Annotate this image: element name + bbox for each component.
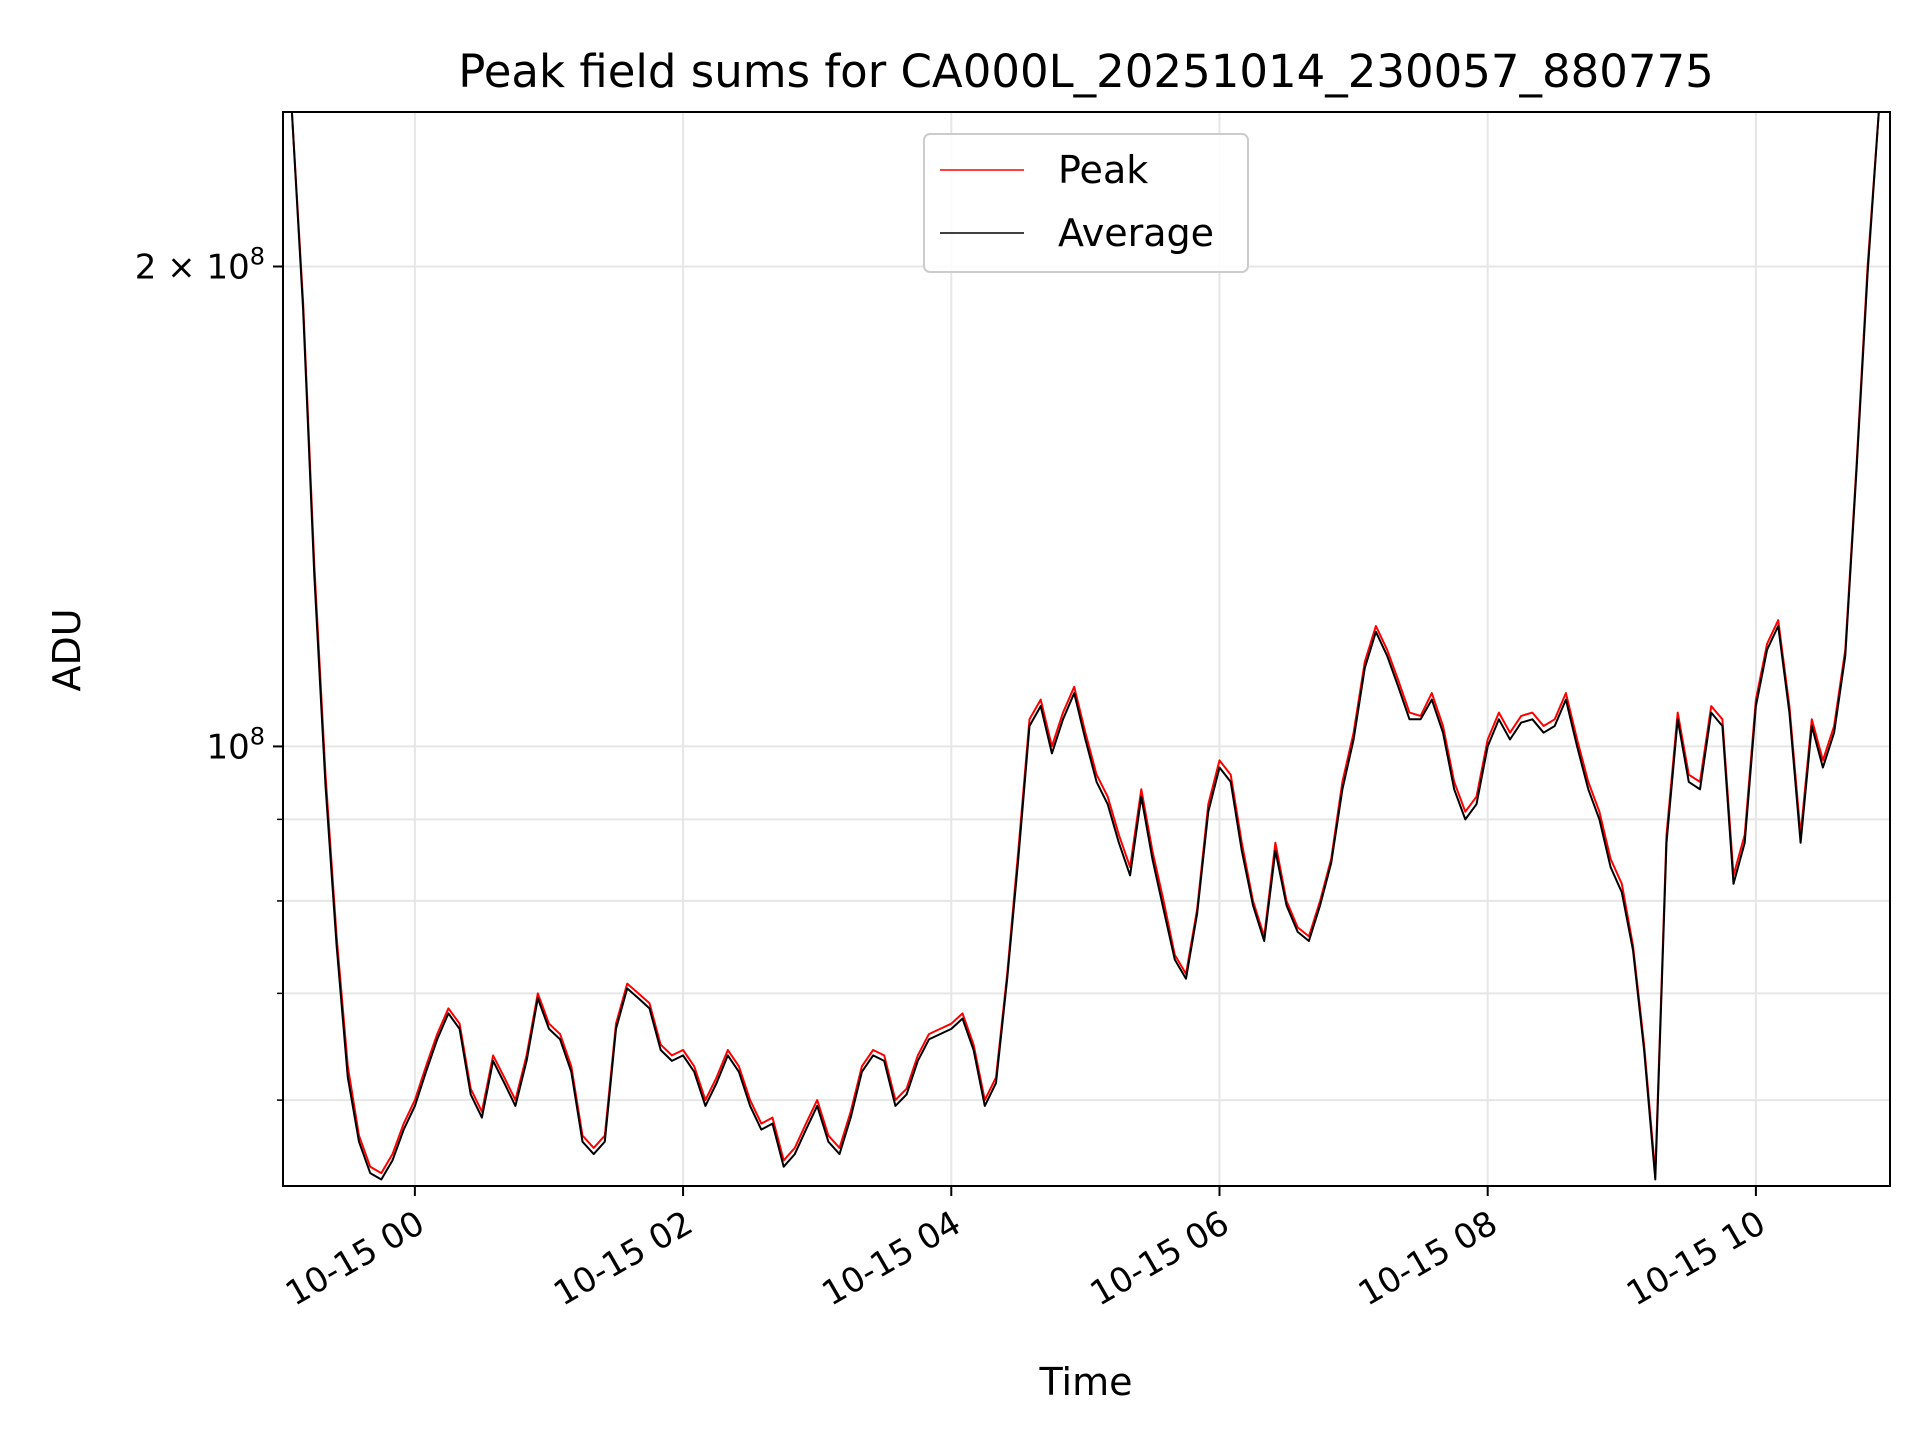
legend-label-peak: Peak (1058, 148, 1148, 192)
x-axis-label: Time (1039, 1360, 1133, 1404)
y-axis-label: ADU (45, 608, 89, 691)
chart-title: Peak field sums for CA000L_20251014_2300… (458, 45, 1714, 98)
y-tick-base: 10 (206, 727, 249, 767)
legend-label-average: Average (1058, 211, 1214, 255)
y-tick-label: 108 (206, 722, 265, 767)
y-tick-mantissa: 2 × (135, 248, 207, 288)
legend: Peak Average (923, 133, 1249, 273)
y-tick-exponent: 8 (250, 243, 265, 271)
legend-box (923, 133, 1249, 273)
series-line-peak (290, 112, 1880, 1175)
y-tick-exponent: 8 (250, 722, 265, 750)
y-tick-base: 10 (206, 248, 249, 288)
y-tick-label: 2 × 108 (135, 243, 265, 288)
series-layer (290, 112, 1880, 1181)
series-line-average (290, 112, 1880, 1181)
plot-frame (282, 111, 1891, 1187)
